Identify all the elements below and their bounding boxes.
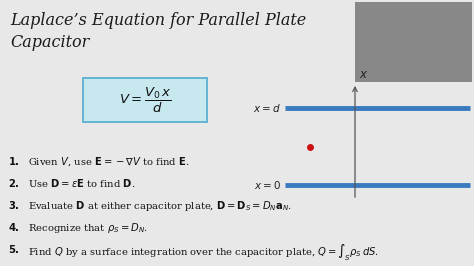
Bar (355, 2, 472, 82)
Text: $x$: $x$ (359, 68, 368, 81)
FancyBboxPatch shape (83, 78, 207, 122)
Text: $V = \dfrac{V_0\,x}{d}$: $V = \dfrac{V_0\,x}{d}$ (118, 85, 172, 115)
Text: $\mathbf{5.}$: $\mathbf{5.}$ (8, 243, 20, 255)
Text: Find $Q$ by a surface integration over the capacitor plate, $Q = \int_S \rho_S \: Find $Q$ by a surface integration over t… (28, 243, 379, 263)
Text: $\mathbf{3.}$: $\mathbf{3.}$ (8, 199, 20, 211)
Text: Use $\mathbf{D} = \epsilon\mathbf{E}$ to find $\mathbf{D}$.: Use $\mathbf{D} = \epsilon\mathbf{E}$ to… (28, 177, 136, 189)
Text: Laplace’s Equation for Parallel Plate
Capacitor: Laplace’s Equation for Parallel Plate Ca… (10, 12, 306, 51)
Text: Given $V$, use $\mathbf{E} = -\nabla V$ to find $\mathbf{E}$.: Given $V$, use $\mathbf{E} = -\nabla V$ … (28, 155, 190, 168)
Text: $x = 0$: $x = 0$ (254, 179, 281, 191)
Text: Recognize that $\rho_S = D_N$.: Recognize that $\rho_S = D_N$. (28, 221, 148, 235)
Text: Evaluate $\mathbf{D}$ at either capacitor plate, $\mathbf{D} = \mathbf{D}_S = D_: Evaluate $\mathbf{D}$ at either capacito… (28, 199, 292, 213)
Text: $x = d$: $x = d$ (253, 102, 281, 114)
Text: $\mathbf{4.}$: $\mathbf{4.}$ (8, 221, 20, 233)
Text: $\mathbf{2.}$: $\mathbf{2.}$ (8, 177, 20, 189)
Text: $\mathbf{1.}$: $\mathbf{1.}$ (8, 155, 20, 167)
